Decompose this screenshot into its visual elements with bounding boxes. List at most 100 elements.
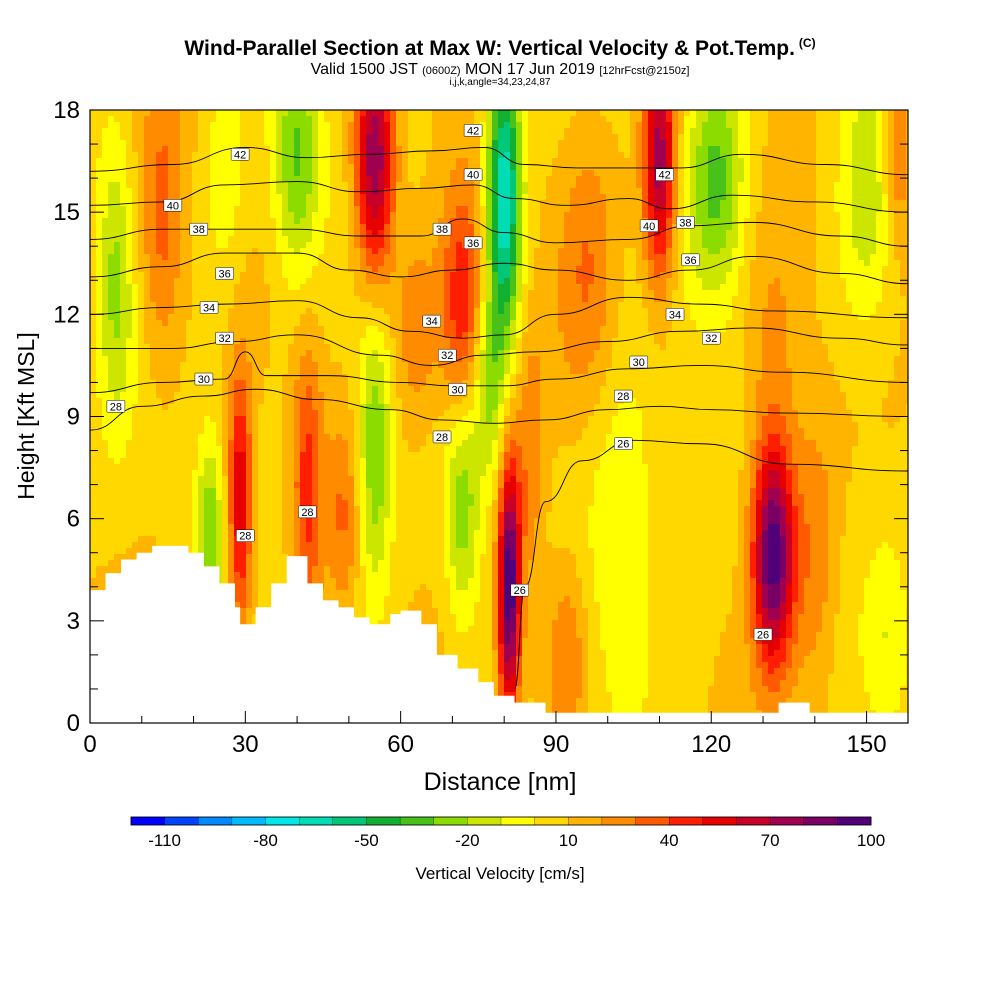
contour-label-text: 42 bbox=[659, 170, 671, 182]
contour-label-text: 32 bbox=[218, 333, 230, 345]
colorbar-swatch bbox=[769, 816, 805, 826]
contour-label: 30 bbox=[629, 355, 649, 369]
colorbar-tick-label: -50 bbox=[354, 831, 379, 850]
contour-label: 38 bbox=[676, 216, 695, 229]
chart-title: Wind-Parallel Section at Max W: Vertical… bbox=[0, 36, 1000, 61]
colorbar-swatch bbox=[568, 816, 603, 826]
contour-label-text: 36 bbox=[467, 238, 479, 250]
contour-label: 42 bbox=[655, 168, 674, 182]
colorbar-tick-label: 70 bbox=[761, 831, 780, 850]
contour-label-text: 36 bbox=[684, 255, 696, 267]
colorbar-swatch bbox=[231, 816, 266, 826]
forecast-info: [12hrFcst@2150z] bbox=[599, 65, 690, 77]
contour-label: 28 bbox=[298, 505, 317, 519]
contour-label-box bbox=[230, 148, 250, 161]
contour-label: 28 bbox=[106, 400, 126, 413]
contour-label-text: 34 bbox=[669, 309, 681, 321]
contour-label-text: 32 bbox=[441, 350, 453, 362]
colorbar-tick-label: -110 bbox=[148, 831, 181, 850]
contour-label-box bbox=[163, 199, 183, 212]
colorbar-swatch bbox=[601, 816, 636, 826]
contour-label-box bbox=[681, 253, 700, 267]
colorbar-swatch bbox=[702, 816, 737, 826]
contour-label: 34 bbox=[422, 314, 441, 328]
contour-label-box bbox=[298, 505, 317, 519]
contour-label-box bbox=[510, 583, 529, 597]
section-params: i,j,k,angle=34,23,24,87 bbox=[449, 77, 551, 88]
x-tick-label: 60 bbox=[387, 731, 414, 758]
contour-label-text: 34 bbox=[203, 303, 215, 315]
colorbar-swatch bbox=[669, 816, 704, 826]
contour-label-box bbox=[194, 372, 214, 386]
colorbar-swatch bbox=[500, 816, 536, 826]
contour-label-text: 38 bbox=[679, 217, 691, 229]
contour-label: 26 bbox=[510, 583, 529, 597]
contour-label: 40 bbox=[639, 219, 659, 233]
contour-label: 42 bbox=[463, 124, 483, 137]
contour-label-box bbox=[215, 267, 234, 280]
theta-contour-30 bbox=[90, 351, 908, 394]
contour-label-text: 28 bbox=[301, 507, 313, 519]
valid-time-main: Valid 1500 JST bbox=[310, 61, 418, 78]
contour-label-box bbox=[463, 124, 483, 137]
colorbar-swatch bbox=[130, 816, 166, 826]
x-tick-label: 150 bbox=[847, 731, 887, 758]
contour-label: 26 bbox=[753, 628, 773, 641]
contour-label-box bbox=[629, 355, 649, 369]
contour-label: 40 bbox=[163, 199, 183, 212]
contour-label-box bbox=[432, 222, 452, 236]
colorbar-swatch bbox=[198, 816, 233, 826]
y-tick-label: 3 bbox=[67, 608, 80, 635]
contour-label: 30 bbox=[448, 383, 467, 396]
contour-label-box bbox=[614, 389, 633, 403]
contour-label-text: 42 bbox=[467, 125, 479, 137]
contour-label-box bbox=[437, 348, 457, 362]
contour-label: 28 bbox=[614, 389, 633, 403]
colorbar-tick-label: -20 bbox=[455, 831, 480, 850]
x-tick-label: 30 bbox=[232, 731, 259, 758]
valid-time-utc: (0600Z) bbox=[422, 65, 461, 77]
colorbar-swatch bbox=[265, 816, 300, 826]
contour-label-text: 40 bbox=[167, 200, 179, 212]
contour-label: 28 bbox=[236, 529, 255, 543]
contour-label-text: 30 bbox=[451, 384, 463, 396]
theta-contour-28 bbox=[90, 388, 908, 431]
contour-label-box bbox=[463, 236, 483, 250]
theta-contour-32 bbox=[90, 327, 908, 366]
contour-label-text: 36 bbox=[218, 268, 230, 280]
contour-label: 34 bbox=[199, 301, 219, 315]
theta-contour-36 bbox=[90, 252, 908, 285]
copyright-mark: (C) bbox=[798, 36, 816, 50]
contour-label-text: 30 bbox=[633, 357, 645, 369]
contour-label-text: 30 bbox=[198, 374, 210, 386]
y-tick-label: 18 bbox=[53, 97, 80, 124]
contour-label: 36 bbox=[463, 236, 483, 250]
theta-contour-labels: 42 40 38 36 34 32 30 28 42 40 38 36 34 32 30 28 42 40 38 36… bbox=[106, 124, 773, 641]
contour-label-text: 28 bbox=[617, 391, 629, 403]
colorbar-tick-label: -80 bbox=[253, 831, 278, 850]
contour-label-box bbox=[665, 308, 685, 321]
contour-label: 32 bbox=[215, 331, 234, 345]
contour-label: 34 bbox=[665, 308, 685, 321]
contour-label-text: 26 bbox=[757, 629, 769, 641]
contour-label: 40 bbox=[463, 168, 483, 182]
contour-label-box bbox=[676, 216, 695, 229]
contour-label: 42 bbox=[230, 148, 250, 161]
contour-label: 32 bbox=[437, 348, 457, 362]
contour-label-text: 38 bbox=[436, 224, 448, 236]
contour-label: 28 bbox=[432, 430, 452, 444]
contour-label: 32 bbox=[702, 331, 721, 345]
y-tick-label: 0 bbox=[67, 710, 80, 737]
colorbar-swatch bbox=[467, 816, 502, 826]
contour-label-text: 34 bbox=[426, 316, 438, 328]
colorbar-label: Vertical Velocity [cm/s] bbox=[415, 864, 585, 883]
contour-label: 36 bbox=[215, 267, 234, 280]
contour-label-box bbox=[702, 331, 721, 345]
y-tick-label: 9 bbox=[67, 404, 80, 431]
contour-label-box bbox=[614, 437, 633, 450]
colorbar-swatch bbox=[366, 816, 401, 826]
colorbar-swatch bbox=[299, 816, 334, 826]
contour-label-box bbox=[753, 628, 773, 641]
